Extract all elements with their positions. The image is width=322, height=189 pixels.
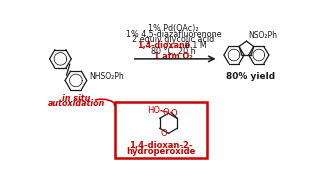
Text: 1,4-dioxan-2-: 1,4-dioxan-2- bbox=[129, 141, 193, 150]
Text: NSO₂Ph: NSO₂Ph bbox=[248, 31, 277, 40]
FancyArrowPatch shape bbox=[96, 99, 119, 107]
Text: hydroperoxide: hydroperoxide bbox=[127, 147, 196, 156]
Text: O: O bbox=[160, 129, 167, 138]
Bar bbox=[115, 102, 207, 158]
Text: , 0.1 M: , 0.1 M bbox=[180, 41, 206, 50]
Text: 80 °C, 20 h: 80 °C, 20 h bbox=[151, 46, 196, 56]
Text: HO: HO bbox=[147, 106, 160, 115]
Text: in situ: in situ bbox=[62, 94, 91, 102]
Text: NHSO₂Ph: NHSO₂Ph bbox=[89, 72, 124, 81]
Text: O: O bbox=[170, 109, 177, 118]
Text: 1 atm O₂: 1 atm O₂ bbox=[154, 52, 193, 61]
Text: O: O bbox=[162, 108, 169, 117]
Text: autoxidation: autoxidation bbox=[48, 99, 105, 108]
Text: 80% yield: 80% yield bbox=[226, 72, 275, 81]
Text: 1,4-dioxane: 1,4-dioxane bbox=[137, 41, 190, 50]
Text: 2 equiv glycolic acid: 2 equiv glycolic acid bbox=[132, 35, 215, 44]
Text: 1% Pd(OAc)₂: 1% Pd(OAc)₂ bbox=[148, 24, 199, 33]
Text: 1% 4,5-diazafluorenone: 1% 4,5-diazafluorenone bbox=[126, 30, 221, 39]
